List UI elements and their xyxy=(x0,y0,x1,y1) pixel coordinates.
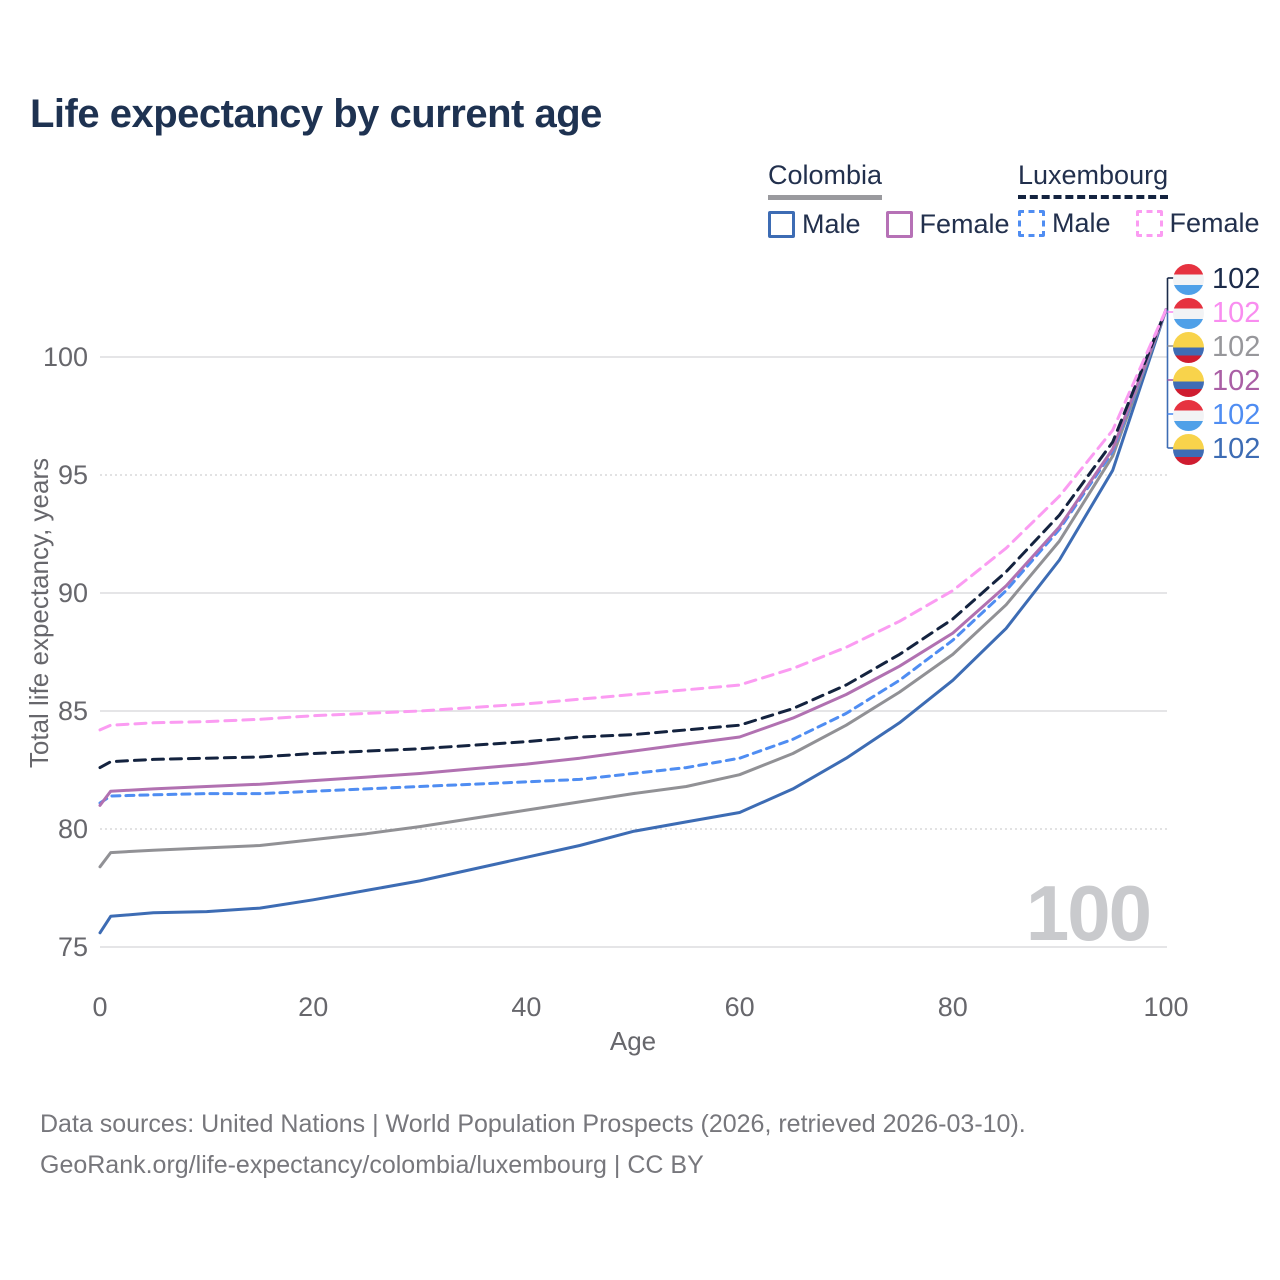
x-tick-label: 80 xyxy=(938,992,968,1022)
series-line-lu-both xyxy=(98,308,1168,770)
series-line-co-male xyxy=(98,308,1168,935)
y-tick-label: 100 xyxy=(43,342,88,372)
y-tick-label: 85 xyxy=(58,696,88,726)
flag-luxembourg-icon xyxy=(1173,297,1204,329)
age-counter-watermark: 100 xyxy=(1025,869,1152,957)
y-tick-label: 75 xyxy=(58,932,88,962)
luxembourg-male-swatch-icon[interactable] xyxy=(1018,210,1045,237)
end-label-row: 102 xyxy=(1173,296,1260,330)
data-sources-text: Data sources: United Nations | World Pop… xyxy=(40,1110,1026,1138)
flag-colombia-icon xyxy=(1173,433,1204,465)
colombia-female-swatch-icon[interactable] xyxy=(885,211,913,238)
legend-title-colombia[interactable]: Colombia xyxy=(768,160,883,200)
end-label-row: 102 xyxy=(1173,398,1260,432)
end-label-value: 102 xyxy=(1212,398,1261,431)
y-tick-label: 80 xyxy=(58,814,88,844)
end-label-row: 102 xyxy=(1173,432,1260,466)
x-tick-label: 100 xyxy=(1143,992,1188,1022)
legend-title-luxembourg[interactable]: Luxembourg xyxy=(1018,160,1169,199)
luxembourg-female-swatch-icon[interactable] xyxy=(1135,210,1163,237)
series-line-co-both xyxy=(98,308,1168,869)
legend-label-colombia-male[interactable]: Male xyxy=(802,209,861,239)
colombia-male-swatch-icon[interactable] xyxy=(768,211,795,238)
attribution-link-text: GeoRank.org/life-expectancy/colombia/lux… xyxy=(40,1151,704,1179)
legend-label-luxembourg-male[interactable]: Male xyxy=(1052,208,1111,238)
series-end-labels: 102 102 102 102 102 102 xyxy=(1173,262,1260,466)
chart-legend: Colombia Male Female Luxembourg Male Fem… xyxy=(768,160,1268,240)
y-tick-label: 90 xyxy=(58,578,88,608)
end-label-row: 102 xyxy=(1173,330,1260,364)
end-label-value: 102 xyxy=(1212,296,1261,329)
x-tick-label: 20 xyxy=(298,992,328,1022)
footer: Data sources: United Nations | World Pop… xyxy=(40,1104,1026,1186)
end-label-value: 102 xyxy=(1212,432,1261,465)
x-axis-title: Age xyxy=(610,1026,656,1056)
flag-colombia-icon xyxy=(1173,331,1204,363)
y-axis-title: Total life expectancy, years xyxy=(24,458,54,768)
legend-group-colombia: Colombia Male Female xyxy=(768,160,1028,240)
flag-luxembourg-icon xyxy=(1173,263,1204,295)
legend-label-luxembourg-female[interactable]: Female xyxy=(1169,208,1260,238)
x-tick-label: 40 xyxy=(511,992,541,1022)
legend-label-colombia-female[interactable]: Female xyxy=(919,209,1010,239)
series-line-lu-female xyxy=(98,308,1168,732)
series-line-lu-male xyxy=(98,308,1168,805)
page-title: Life expectancy by current age xyxy=(30,92,602,136)
legend-row-luxembourg: Male Female xyxy=(1018,208,1278,239)
end-label-row: 102 xyxy=(1173,262,1260,296)
flag-luxembourg-icon xyxy=(1173,399,1204,431)
end-label-value: 102 xyxy=(1212,262,1261,295)
y-tick-label: 95 xyxy=(58,460,88,490)
flag-colombia-icon xyxy=(1173,365,1204,397)
end-label-value: 102 xyxy=(1212,364,1261,397)
legend-group-luxembourg: Luxembourg Male Female xyxy=(1018,160,1278,239)
end-label-row: 102 xyxy=(1173,364,1260,398)
end-label-value: 102 xyxy=(1212,330,1261,363)
x-tick-label: 0 xyxy=(92,992,107,1022)
x-tick-label: 60 xyxy=(725,992,755,1022)
series-line-co-female xyxy=(98,308,1168,807)
legend-row-colombia: Male Female xyxy=(768,209,1028,240)
